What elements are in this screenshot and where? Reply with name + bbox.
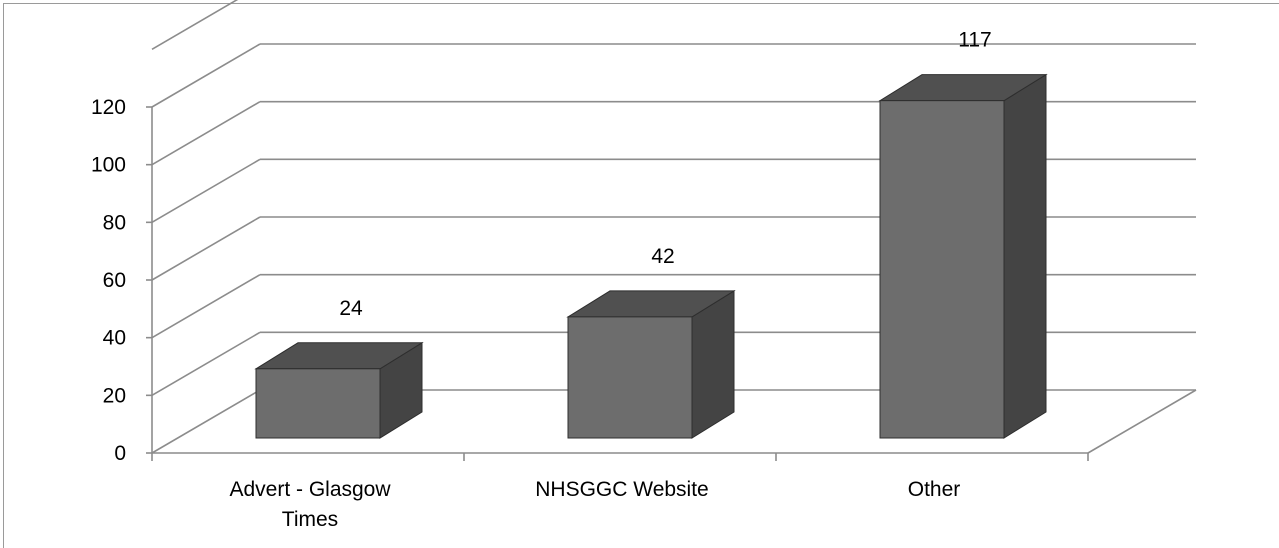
gridline-side	[151, 273, 261, 339]
x-tick-label: Advert - Glasgow	[229, 478, 391, 501]
y-tick-label: 80	[103, 211, 126, 234]
y-tick-label: 0	[114, 442, 126, 465]
y-tick-label: 100	[91, 154, 126, 177]
gridline-side	[151, 0, 239, 51]
x-tick-label: NHSGGC Website	[535, 478, 709, 501]
data-label: 24	[339, 297, 363, 320]
gridline-side	[151, 331, 261, 397]
y-tick-label: 60	[103, 269, 126, 292]
data-label: 117	[958, 29, 991, 52]
y-tick-label: 40	[103, 327, 126, 350]
gridline-side	[151, 389, 261, 454]
bar-side-face	[1003, 73, 1047, 439]
y-tick-label: 20	[103, 384, 126, 407]
gridline-side	[151, 43, 261, 108]
x-tick-label: Other	[908, 478, 961, 501]
floor-edge	[1087, 389, 1197, 454]
y-tick-label: 120	[91, 96, 126, 119]
gridline-side	[151, 100, 261, 166]
x-tick-label: Times	[282, 508, 338, 531]
gridline-side	[151, 158, 261, 224]
gridline-side	[151, 216, 261, 281]
data-label: 42	[651, 245, 674, 268]
bar	[879, 100, 1005, 439]
bar	[255, 368, 381, 439]
bar	[567, 316, 693, 439]
